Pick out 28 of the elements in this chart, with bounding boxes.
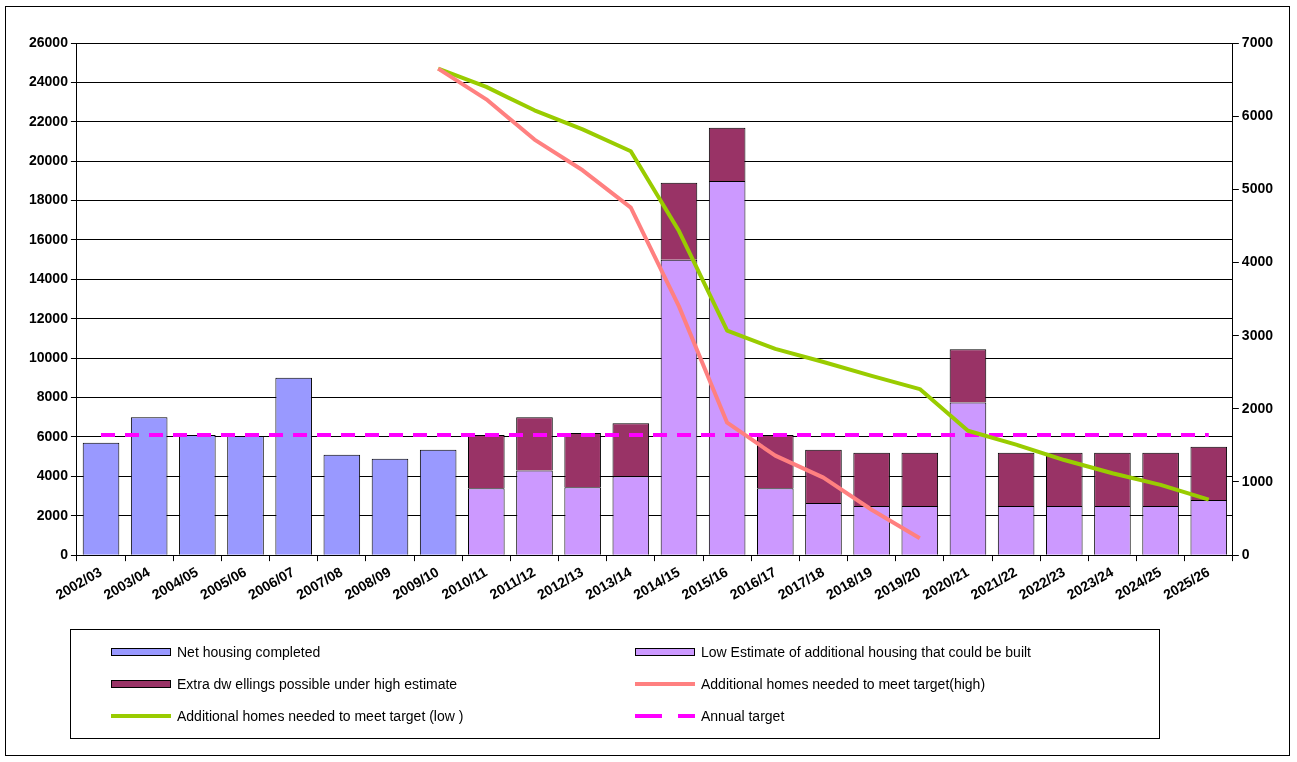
y-tick-label: 26000: [28, 33, 69, 50]
y-tick-label: 10000: [28, 349, 69, 366]
y2-tick-label: 3000: [1241, 326, 1274, 343]
y2-tick-label: 2000: [1241, 399, 1274, 416]
y-tick-label: 22000: [28, 112, 69, 129]
y-tick-label: 2000: [36, 506, 69, 523]
y2-tick-label: 5000: [1241, 180, 1274, 197]
legend-label: Net housing completed: [177, 644, 321, 660]
y2-tick-label: 4000: [1241, 253, 1274, 270]
y-tick-label: 18000: [28, 191, 69, 208]
y2-tick-label: 7000: [1241, 33, 1274, 50]
legend-label: Extra dw ellings possible under high estimate: [177, 676, 458, 692]
y-tick-label: 14000: [28, 270, 69, 287]
y2-tick-label: 1000: [1241, 472, 1274, 489]
y-tick-label: 16000: [28, 230, 69, 247]
legend-label: Additional homes needed to meet target(high): [701, 676, 986, 692]
y2-tick-label: 0: [1241, 546, 1250, 563]
y-tick-label: 6000: [36, 427, 69, 444]
y-tick-label: 0: [60, 546, 69, 563]
y-tick-label: 4000: [36, 467, 69, 484]
y2-tick-label: 6000: [1241, 107, 1274, 124]
y-tick-label: 24000: [28, 73, 69, 90]
y-tick-label: 20000: [28, 152, 69, 169]
legend-label: Annual target: [701, 708, 785, 724]
y-tick-label: 12000: [28, 309, 69, 326]
legend-label: Additional homes needed to meet target (low ): [177, 708, 464, 724]
legend-label: Low Estimate of additional housing that could be built: [701, 644, 1031, 660]
y-tick-label: 8000: [36, 388, 69, 405]
